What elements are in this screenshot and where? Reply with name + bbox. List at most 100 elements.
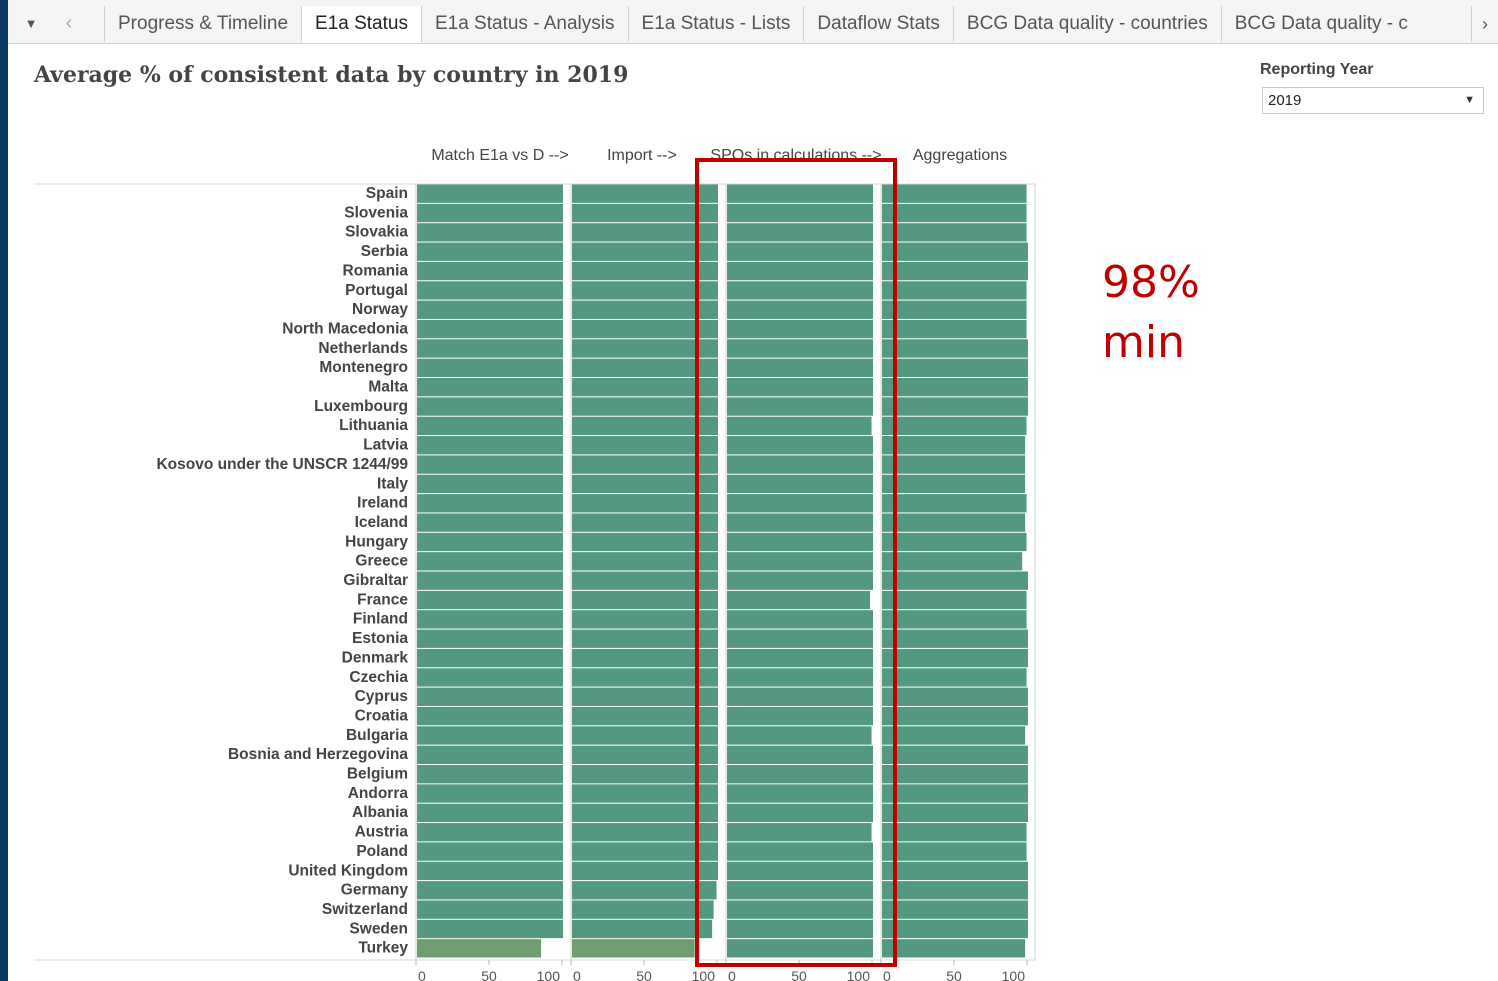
bar[interactable] [417,706,563,726]
bar[interactable] [882,668,1027,687]
bar[interactable] [572,881,717,900]
bar[interactable] [882,706,1028,726]
bar[interactable] [727,629,873,648]
bar[interactable] [882,397,1028,416]
bar[interactable] [882,513,1026,532]
bar[interactable] [727,842,873,861]
bar[interactable] [882,339,1028,358]
bar[interactable] [417,590,563,610]
tab-6[interactable]: BCG Data quality - c [1220,6,1421,42]
bar[interactable] [727,823,872,842]
bar[interactable] [882,803,1028,823]
bar[interactable] [417,223,563,242]
bar[interactable] [882,378,1028,397]
bar[interactable] [882,648,1028,668]
bar[interactable] [417,881,563,900]
bar[interactable] [882,881,1028,900]
bar[interactable] [572,687,718,706]
bar[interactable] [572,339,718,358]
bar[interactable] [572,436,718,455]
bar[interactable] [572,571,718,590]
bar[interactable] [572,203,718,223]
bar[interactable] [572,803,718,823]
bar[interactable] [572,281,718,300]
bar[interactable] [417,919,563,939]
bar[interactable] [572,765,718,784]
bar[interactable] [882,590,1027,610]
bar[interactable] [727,881,873,900]
bar[interactable] [417,300,563,319]
bar[interactable] [417,745,563,764]
bar[interactable] [417,726,563,745]
bar[interactable] [572,939,695,958]
bar[interactable] [882,552,1023,571]
bar[interactable] [882,842,1027,861]
bar[interactable] [727,861,873,881]
bar[interactable] [882,765,1028,784]
tab-menu-dropdown[interactable]: ▼ [16,8,46,38]
bar[interactable] [572,919,713,939]
bar[interactable] [417,668,563,687]
bar[interactable] [572,842,718,861]
tab-1[interactable]: E1a Status [301,6,421,43]
bar[interactable] [417,416,563,436]
bar[interactable] [727,726,872,745]
bar[interactable] [727,242,873,261]
bar[interactable] [882,919,1028,939]
bar[interactable] [727,378,873,397]
bar[interactable] [882,474,1026,494]
bar[interactable] [417,436,563,455]
bar[interactable] [882,261,1028,281]
bar[interactable] [417,494,563,513]
bar[interactable] [882,319,1027,339]
bar[interactable] [572,629,718,648]
bar[interactable] [882,184,1027,203]
bar[interactable] [727,532,873,552]
bar[interactable] [572,358,718,377]
bar[interactable] [727,610,873,629]
bar[interactable] [727,416,872,436]
bar[interactable] [572,861,718,881]
bar[interactable] [727,590,871,610]
bar[interactable] [417,281,563,300]
bar[interactable] [417,455,563,474]
bar[interactable] [572,300,718,319]
bar[interactable] [882,823,1027,842]
bar[interactable] [572,416,718,436]
bar[interactable] [882,436,1026,455]
bar[interactable] [417,784,563,803]
bar[interactable] [727,319,873,339]
bar[interactable] [882,242,1028,261]
bar[interactable] [882,455,1026,474]
bar[interactable] [727,919,873,939]
bar[interactable] [572,726,718,745]
tab-2[interactable]: E1a Status - Analysis [420,6,628,42]
bar[interactable] [572,590,718,610]
bar[interactable] [882,610,1027,629]
bar[interactable] [417,823,563,842]
bar[interactable] [727,339,873,358]
bar[interactable] [882,687,1028,706]
bar[interactable] [417,358,563,377]
bar[interactable] [417,474,563,494]
bar[interactable] [727,784,873,803]
bar[interactable] [727,184,873,203]
bar[interactable] [727,571,873,590]
bar[interactable] [417,842,563,861]
bar[interactable] [882,629,1028,648]
bar[interactable] [572,513,718,532]
bar[interactable] [572,706,718,726]
bar[interactable] [727,474,873,494]
bar[interactable] [417,571,563,590]
bar[interactable] [417,339,563,358]
bar[interactable] [572,455,718,474]
bar[interactable] [417,319,563,339]
bar[interactable] [882,900,1028,919]
bar[interactable] [572,610,718,629]
bar[interactable] [572,668,718,687]
bar[interactable] [572,745,718,764]
bar[interactable] [727,455,873,474]
bar[interactable] [417,203,563,223]
bar[interactable] [882,939,1026,958]
bar[interactable] [727,223,873,242]
